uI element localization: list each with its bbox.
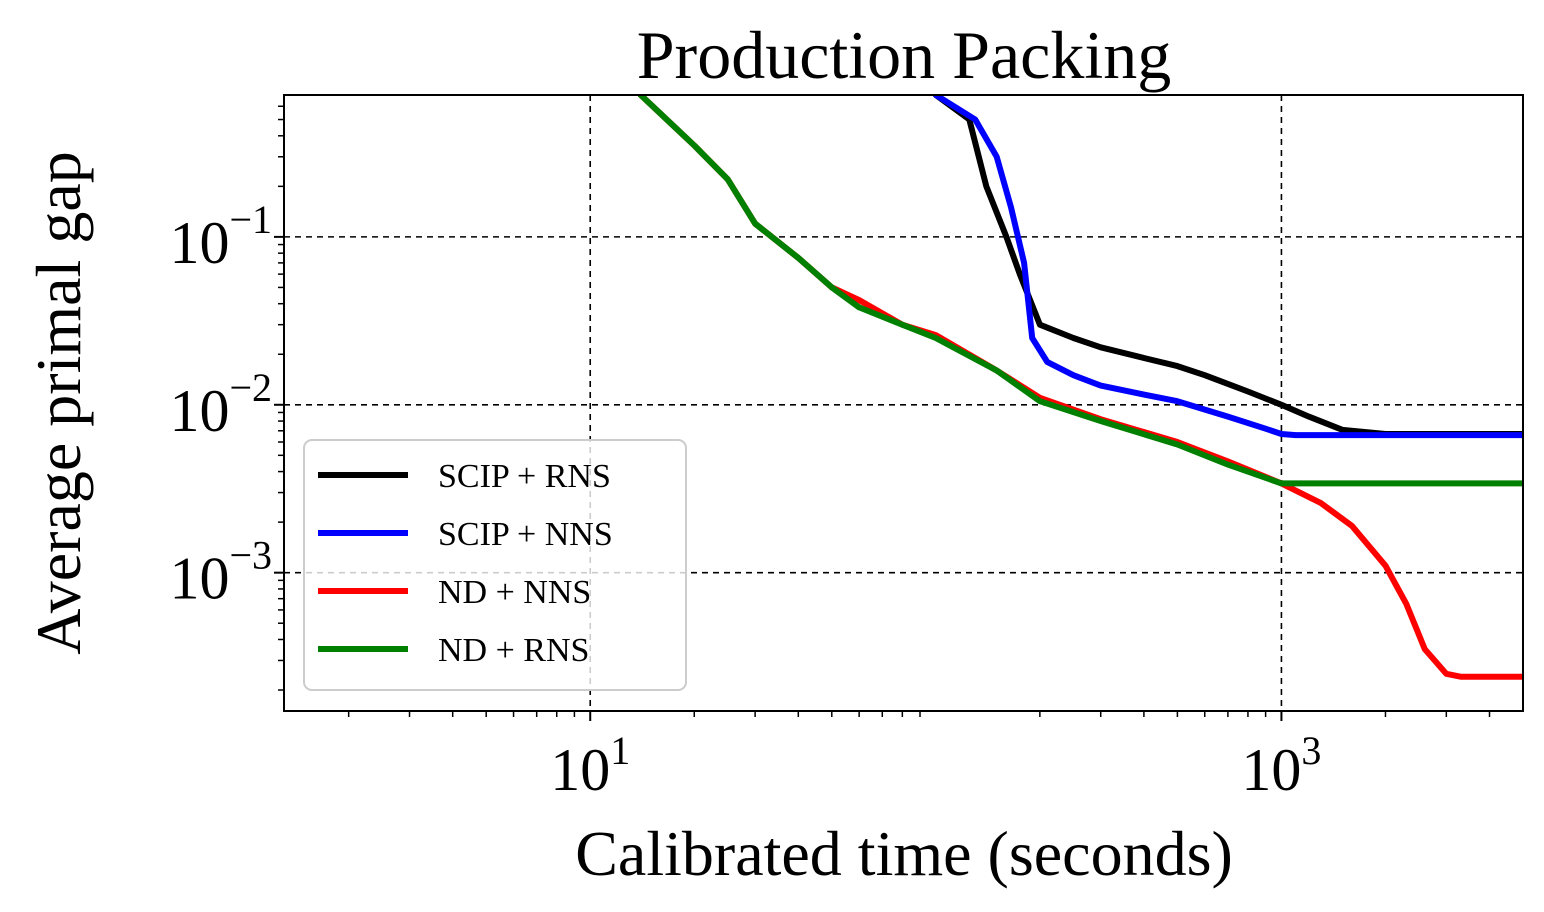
- legend-label: SCIP + RNS: [438, 458, 611, 495]
- x-tick-exponent: 1: [610, 728, 630, 773]
- series-line-scip-nns: [932, 95, 1523, 439]
- legend: SCIP + RNS SCIP + NNS ND + NNS ND + RNS: [303, 439, 687, 691]
- x-tick-label: 103: [1241, 728, 1321, 803]
- series-lines: [637, 95, 1523, 680]
- series-line-nd-rns: [637, 95, 1523, 487]
- series-line-scip-rns: [932, 95, 1523, 437]
- y-tick-label: 10−1: [169, 197, 272, 276]
- y-tick-label: 10−2: [169, 365, 272, 444]
- x-axis-label: Calibrated time (seconds): [575, 818, 1233, 889]
- y-tick-base: 10: [169, 546, 229, 612]
- y-tick-exponent: −1: [229, 197, 272, 242]
- chart-title: Production Packing: [637, 17, 1172, 93]
- legend-label: ND + RNS: [438, 632, 589, 669]
- x-tick-base: 10: [1241, 737, 1301, 803]
- x-tick-label: 101: [550, 728, 630, 803]
- plot-frame: [283, 94, 1524, 712]
- legend-label: ND + NNS: [438, 574, 591, 611]
- x-tick-exponent: 3: [1301, 728, 1321, 773]
- legend-box: [303, 439, 687, 691]
- x-tick-base: 10: [550, 737, 610, 803]
- y-tick-label: 10−3: [169, 533, 272, 612]
- y-tick-base: 10: [169, 378, 229, 444]
- legend-label: SCIP + NNS: [438, 516, 613, 553]
- y-axis-label: Average primal gap: [23, 151, 94, 654]
- y-tick-base: 10: [169, 210, 229, 276]
- y-tick-exponent: −3: [229, 533, 272, 578]
- y-tick-exponent: −2: [229, 365, 272, 410]
